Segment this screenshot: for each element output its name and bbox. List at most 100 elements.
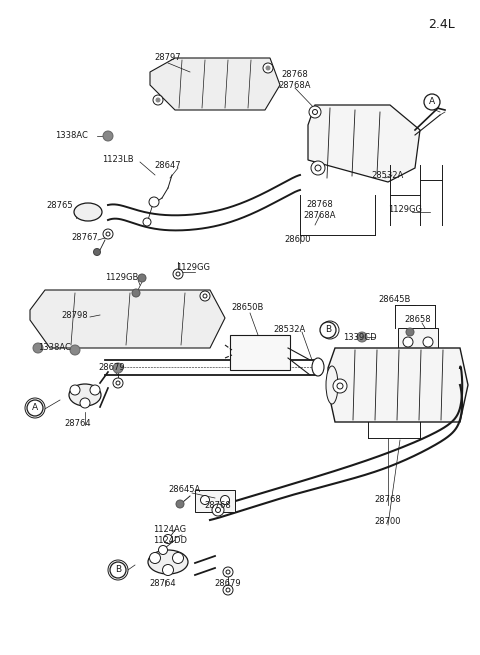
- Text: 28679: 28679: [215, 578, 241, 588]
- Circle shape: [108, 560, 128, 580]
- Circle shape: [424, 94, 440, 110]
- Text: 28765: 28765: [47, 200, 73, 210]
- Circle shape: [110, 562, 126, 578]
- Circle shape: [403, 337, 413, 347]
- Text: 1129GG: 1129GG: [388, 206, 422, 214]
- Circle shape: [172, 553, 183, 563]
- Text: 28600: 28600: [285, 236, 311, 244]
- Circle shape: [223, 567, 233, 577]
- Circle shape: [320, 322, 336, 338]
- Circle shape: [223, 585, 233, 595]
- Circle shape: [226, 588, 230, 592]
- Text: 28798: 28798: [62, 310, 88, 320]
- Ellipse shape: [326, 366, 338, 404]
- Text: 28650B: 28650B: [232, 303, 264, 312]
- Circle shape: [266, 66, 270, 70]
- Circle shape: [80, 398, 90, 408]
- Circle shape: [143, 218, 151, 226]
- Circle shape: [156, 98, 160, 102]
- Text: 1129GB: 1129GB: [105, 274, 139, 282]
- Text: 1338AC: 1338AC: [38, 343, 72, 352]
- Text: B: B: [325, 326, 331, 335]
- Circle shape: [33, 343, 43, 353]
- Circle shape: [103, 229, 113, 239]
- Circle shape: [333, 379, 347, 393]
- Circle shape: [149, 553, 160, 563]
- Text: 28645A: 28645A: [169, 485, 201, 495]
- Text: 28679: 28679: [99, 364, 125, 373]
- Text: 28647: 28647: [155, 160, 181, 170]
- Polygon shape: [150, 58, 280, 110]
- Circle shape: [113, 363, 123, 373]
- Bar: [398, 328, 438, 350]
- Text: 1124AG
1124DD: 1124AG 1124DD: [153, 525, 187, 545]
- Circle shape: [315, 165, 321, 171]
- Text: 28764: 28764: [65, 419, 91, 428]
- Text: 28700: 28700: [375, 517, 401, 527]
- Text: 28532A: 28532A: [372, 170, 404, 179]
- Circle shape: [176, 500, 184, 508]
- Circle shape: [263, 63, 273, 73]
- Ellipse shape: [148, 550, 188, 574]
- Circle shape: [164, 534, 172, 544]
- Circle shape: [132, 289, 140, 297]
- Text: 2.4L: 2.4L: [428, 18, 455, 31]
- Circle shape: [423, 337, 433, 347]
- Text: 1123LB: 1123LB: [102, 155, 134, 164]
- Circle shape: [203, 294, 207, 298]
- Circle shape: [103, 131, 113, 141]
- Circle shape: [158, 546, 168, 555]
- Circle shape: [70, 345, 80, 355]
- Text: 28797: 28797: [155, 54, 181, 62]
- Ellipse shape: [312, 358, 324, 376]
- Circle shape: [149, 197, 159, 207]
- Text: A: A: [429, 98, 435, 107]
- Circle shape: [113, 378, 123, 388]
- Text: 1339CD: 1339CD: [343, 333, 377, 341]
- Circle shape: [138, 274, 146, 282]
- Circle shape: [27, 400, 43, 416]
- Circle shape: [116, 381, 120, 385]
- Polygon shape: [30, 290, 225, 348]
- Circle shape: [106, 232, 110, 236]
- Text: 28768: 28768: [374, 495, 401, 504]
- Text: 28764: 28764: [150, 578, 176, 588]
- Circle shape: [220, 495, 229, 504]
- Circle shape: [153, 95, 163, 105]
- Text: 28658: 28658: [405, 316, 432, 324]
- Circle shape: [337, 383, 343, 389]
- Ellipse shape: [69, 384, 101, 406]
- Circle shape: [176, 272, 180, 276]
- Circle shape: [309, 106, 321, 118]
- Text: 1129GG: 1129GG: [176, 263, 210, 272]
- Circle shape: [226, 570, 230, 574]
- Text: 1338AC: 1338AC: [56, 130, 88, 140]
- Circle shape: [321, 321, 339, 339]
- Ellipse shape: [74, 203, 102, 221]
- Circle shape: [216, 508, 220, 512]
- Bar: [230, 335, 290, 370]
- Circle shape: [357, 332, 367, 342]
- Circle shape: [70, 385, 80, 395]
- Circle shape: [25, 398, 45, 418]
- Circle shape: [163, 565, 173, 576]
- Text: 28645B: 28645B: [379, 295, 411, 305]
- Circle shape: [201, 495, 209, 504]
- Text: 28532A: 28532A: [274, 326, 306, 335]
- Circle shape: [173, 269, 183, 279]
- Text: 28767: 28767: [72, 233, 98, 242]
- Text: 28768
28768A: 28768 28768A: [304, 200, 336, 219]
- Circle shape: [312, 109, 317, 115]
- Circle shape: [90, 385, 100, 395]
- Polygon shape: [328, 348, 468, 422]
- Circle shape: [406, 328, 414, 336]
- Text: A: A: [32, 403, 38, 413]
- Text: 28768: 28768: [204, 500, 231, 510]
- Text: 28768
28768A: 28768 28768A: [279, 70, 311, 90]
- Text: B: B: [115, 565, 121, 574]
- Circle shape: [200, 291, 210, 301]
- Circle shape: [311, 161, 325, 175]
- Circle shape: [212, 504, 224, 516]
- Circle shape: [94, 248, 100, 255]
- Polygon shape: [308, 105, 420, 182]
